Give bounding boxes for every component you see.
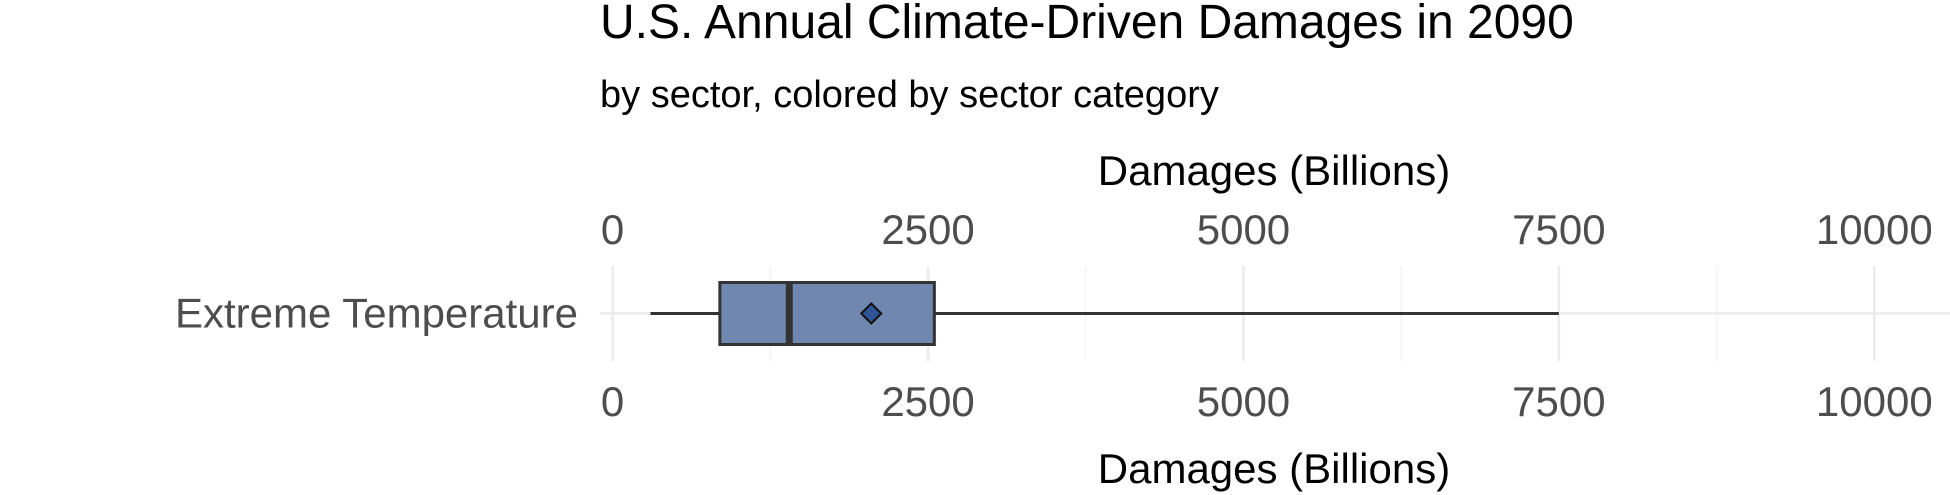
x-tick-label-top: 5000 [1197,206,1290,253]
x-tick-label-top: 10000 [1816,206,1933,253]
mean-marker [859,302,883,325]
x-axis-top: 0 2500 5000 7500 10000 [601,206,1933,253]
x-axis-title-top: Damages (Billions) [1098,147,1450,194]
x-tick-label-top: 0 [601,206,624,253]
x-tick-label-bottom: 2500 [881,378,974,425]
x-axis-title-bottom: Damages (Billions) [1098,445,1450,492]
x-tick-label-bottom: 7500 [1512,378,1605,425]
box [718,281,936,346]
x-tick-label-bottom: 0 [601,378,624,425]
boxplot-layer [650,281,1559,346]
x-tick-label-top: 7500 [1512,206,1605,253]
x-tick-label-bottom: 5000 [1197,378,1290,425]
x-axis-bottom: 0 2500 5000 7500 10000 [601,378,1933,425]
y-tick-label: Extreme Temperature [175,290,578,337]
chart-title: U.S. Annual Climate-Driven Damages in 20… [600,0,1574,49]
x-tick-label-top: 2500 [881,206,974,253]
y-axis: Extreme Temperature [175,290,578,337]
x-tick-label-bottom: 10000 [1816,378,1933,425]
chart-subtitle: by sector, colored by sector category [600,74,1219,116]
